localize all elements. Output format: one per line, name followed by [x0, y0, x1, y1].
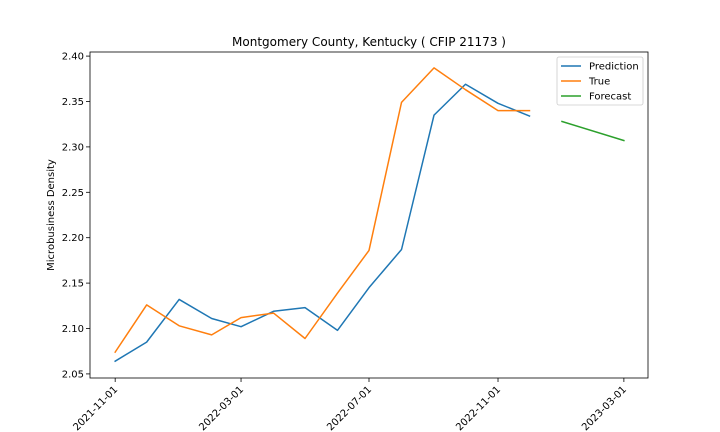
series-layer	[114, 67, 625, 363]
series-line-true	[114, 67, 531, 354]
y-tick-label: 2.15	[62, 279, 84, 290]
legend: Prediction True Forecast	[556, 56, 644, 106]
y-axis-label: Microbusiness Density	[46, 159, 57, 271]
y-tick-label: 2.25	[62, 188, 84, 199]
y-tick-label: 2.05	[62, 369, 84, 380]
y-tick-label: 2.30	[62, 142, 84, 153]
x-axis: 2021-11-01 2022-03-01 2022-07-01 2022-11-01…	[71, 378, 629, 432]
x-tick-label: 2022-03-01	[197, 384, 246, 432]
legend-box	[556, 56, 644, 106]
x-tick-label: 2022-07-01	[325, 384, 374, 432]
series-line-forecast	[561, 120, 625, 142]
y-axis: 2.05 2.10 2.15 2.20 2.25 2.30 2.35 2.40	[62, 52, 90, 380]
y-tick-label: 2.40	[62, 52, 84, 63]
x-tick-label: 2023-03-01	[580, 384, 629, 432]
legend-label-true: True	[588, 77, 610, 88]
x-tick-label: 2021-11-01	[71, 384, 120, 432]
y-tick-label: 2.10	[62, 324, 84, 335]
series-line-prediction	[114, 83, 531, 363]
legend-label-forecast: Forecast	[589, 92, 631, 103]
x-tick-label: 2022-11-01	[454, 384, 503, 432]
legend-label-prediction: Prediction	[589, 62, 639, 73]
y-tick-label: 2.35	[62, 97, 84, 108]
chart-title: Montgomery County, Kentucky ( CFIP 21173…	[232, 35, 506, 49]
y-tick-label: 2.20	[62, 233, 84, 244]
